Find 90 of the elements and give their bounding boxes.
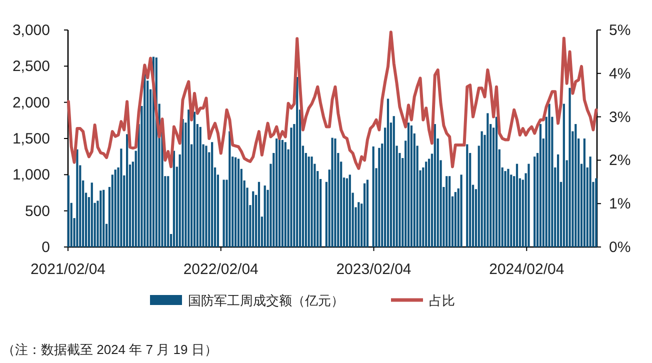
bar <box>446 176 448 247</box>
bar <box>548 104 550 247</box>
bar <box>331 138 334 247</box>
bar <box>258 182 260 247</box>
bar <box>276 138 278 247</box>
bar <box>114 170 116 247</box>
bar <box>308 156 310 247</box>
bar <box>102 190 105 247</box>
bar <box>346 178 348 247</box>
bar <box>67 175 70 247</box>
bar <box>76 149 78 247</box>
bar <box>264 186 266 247</box>
bar <box>504 171 506 247</box>
y2-tick-label: 4% <box>609 65 631 82</box>
bar <box>363 183 366 247</box>
y-tick-label: 2,500 <box>12 58 50 76</box>
x-tick-label: 2022/02/04 <box>183 261 258 278</box>
bar <box>290 128 292 247</box>
bar <box>378 148 380 247</box>
bar <box>516 164 518 247</box>
bar <box>583 138 586 247</box>
bar <box>539 124 542 247</box>
bar <box>205 146 208 247</box>
bar <box>284 142 286 247</box>
bar <box>126 134 128 247</box>
bar <box>100 190 102 247</box>
bar <box>182 118 184 247</box>
bar <box>407 122 410 247</box>
text: （注：数据截至 2024 年 7 月 19 日） <box>2 342 218 357</box>
x-tick-label: 2021/02/04 <box>30 261 106 278</box>
y2-tick-label: 2% <box>609 152 631 170</box>
bar <box>372 146 374 247</box>
bar <box>460 174 462 247</box>
y-tick-label: 1,500 <box>12 130 50 148</box>
bar <box>507 168 510 247</box>
bar <box>252 191 254 247</box>
bar <box>568 88 571 247</box>
bar <box>486 113 489 247</box>
bar <box>562 104 565 247</box>
y-tick-label: 2,000 <box>12 94 50 112</box>
y-tick-label: 500 <box>24 202 50 220</box>
bar <box>495 116 498 247</box>
bar <box>358 202 360 247</box>
bar <box>425 162 428 247</box>
bar <box>528 164 530 247</box>
bar <box>392 116 395 247</box>
bar <box>434 124 436 247</box>
bar <box>448 176 451 247</box>
x-tick-label: 2024/02/04 <box>489 261 564 278</box>
bar <box>90 182 93 247</box>
bar <box>278 138 281 247</box>
line-series <box>66 30 598 170</box>
bar <box>454 192 456 247</box>
bar <box>281 140 284 247</box>
bar <box>167 176 170 247</box>
bar <box>534 156 536 247</box>
bar <box>237 158 240 247</box>
y2-tick-label: 5% <box>609 22 631 39</box>
bar <box>366 180 369 247</box>
bar <box>120 148 122 247</box>
legend-label: 国防军工周成交额（亿元） <box>188 293 344 308</box>
bar <box>574 124 577 247</box>
bar <box>211 142 214 247</box>
bar <box>589 156 592 247</box>
bar <box>199 126 202 247</box>
bar <box>310 156 313 247</box>
bar <box>228 131 231 247</box>
bar <box>234 157 237 247</box>
bar <box>466 144 468 247</box>
bar <box>334 138 336 247</box>
bar <box>480 131 483 247</box>
y2-tick-label: 1% <box>609 196 631 213</box>
x-tick-label: 2023/02/04 <box>336 261 412 278</box>
bar <box>595 178 598 247</box>
bar <box>348 174 351 247</box>
y-tick-label: 3,000 <box>12 22 50 39</box>
bar <box>222 180 225 247</box>
bar <box>188 110 190 247</box>
bar <box>193 112 196 247</box>
y2-tick-label: 3% <box>609 108 631 126</box>
bar <box>410 125 413 247</box>
legend-label: 占比 <box>429 293 455 308</box>
bar <box>172 150 176 247</box>
y-tick-label: 1,000 <box>12 166 50 184</box>
bar <box>386 98 390 247</box>
bar <box>556 154 560 247</box>
y2-tick-label: 0% <box>609 239 631 256</box>
y-tick-label: 0 <box>42 239 50 256</box>
bar <box>296 77 298 247</box>
bar <box>144 73 146 247</box>
